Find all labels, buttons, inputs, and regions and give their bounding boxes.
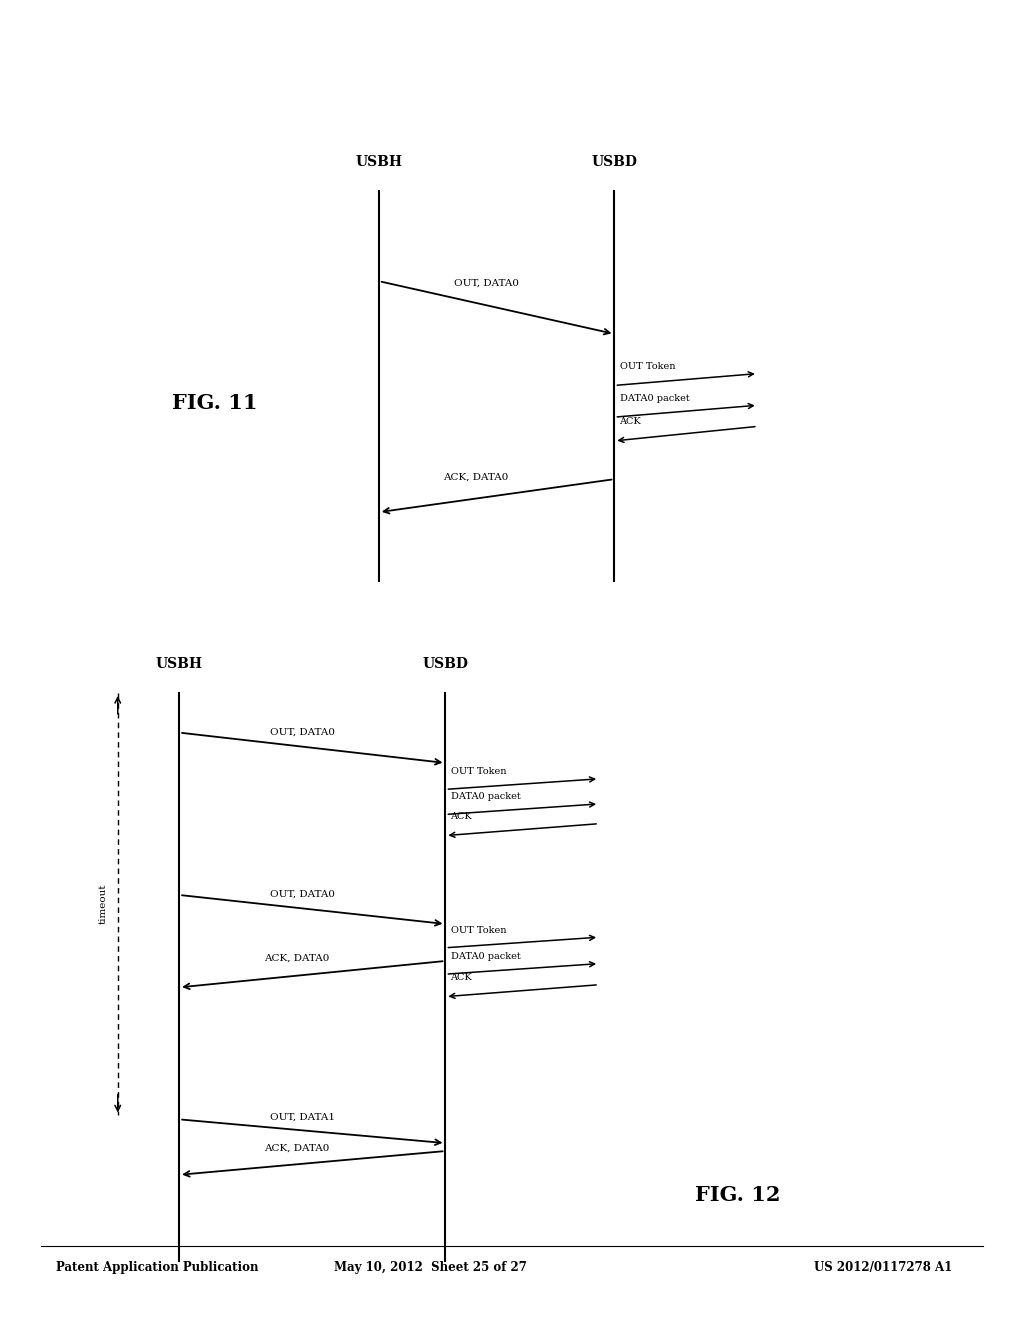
Text: ACK: ACK: [451, 973, 472, 982]
Text: OUT, DATA0: OUT, DATA0: [269, 727, 335, 737]
Text: OUT Token: OUT Token: [620, 362, 675, 371]
Text: USBH: USBH: [355, 154, 402, 169]
Text: ACK: ACK: [451, 812, 472, 821]
Text: OUT, DATA1: OUT, DATA1: [269, 1113, 335, 1122]
Text: Patent Application Publication: Patent Application Publication: [56, 1261, 259, 1274]
Text: ACK: ACK: [620, 417, 641, 426]
Text: OUT Token: OUT Token: [451, 767, 506, 776]
Text: OUT Token: OUT Token: [451, 925, 506, 935]
Text: FIG. 12: FIG. 12: [694, 1184, 780, 1205]
Text: USBH: USBH: [156, 656, 203, 671]
Text: timeout: timeout: [98, 884, 108, 924]
Text: OUT, DATA0: OUT, DATA0: [269, 890, 335, 899]
Text: ACK, DATA0: ACK, DATA0: [264, 953, 330, 962]
Text: US 2012/0117278 A1: US 2012/0117278 A1: [814, 1261, 952, 1274]
Text: FIG. 11: FIG. 11: [172, 392, 258, 413]
Text: May 10, 2012  Sheet 25 of 27: May 10, 2012 Sheet 25 of 27: [334, 1261, 526, 1274]
Text: DATA0 packet: DATA0 packet: [451, 952, 520, 961]
Text: OUT, DATA0: OUT, DATA0: [454, 279, 519, 288]
Text: USBD: USBD: [592, 154, 637, 169]
Text: DATA0 packet: DATA0 packet: [451, 792, 520, 801]
Text: ACK, DATA0: ACK, DATA0: [443, 473, 509, 482]
Text: DATA0 packet: DATA0 packet: [620, 393, 689, 403]
Text: ACK, DATA0: ACK, DATA0: [264, 1143, 330, 1152]
Text: USBD: USBD: [423, 656, 468, 671]
